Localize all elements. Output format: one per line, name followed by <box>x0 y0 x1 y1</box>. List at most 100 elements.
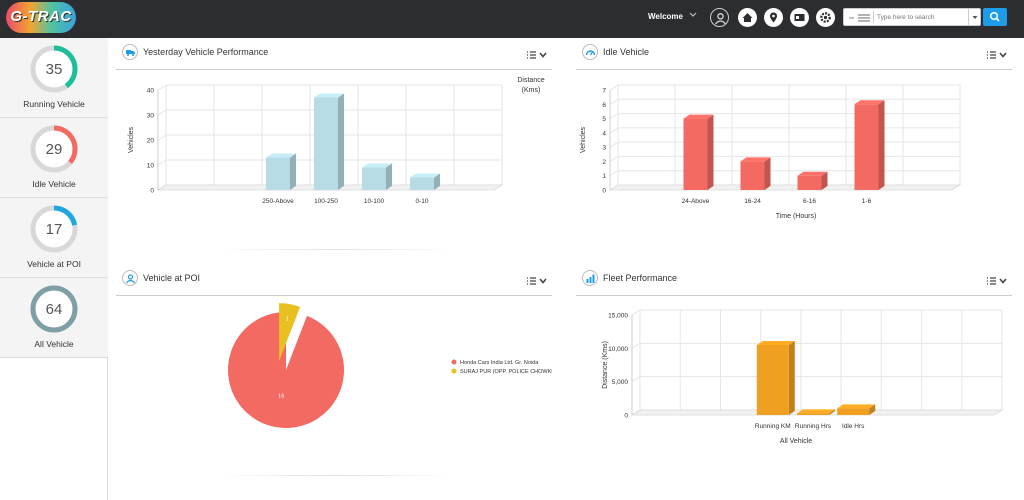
x-tick-label: 1-6 <box>862 198 872 205</box>
grid-line <box>631 342 641 349</box>
stat-vehicle-at-poi[interactable]: 17 Vehicle at POI <box>0 198 108 278</box>
stat-running-vehicle[interactable]: 35 Running Vehicle <box>0 38 108 118</box>
card-icon[interactable] <box>790 8 809 27</box>
bar <box>854 104 879 190</box>
bar-side <box>829 409 835 415</box>
all-vehicle-label: All Vehicle <box>34 339 74 349</box>
y-tick-label: 0 <box>624 413 628 420</box>
fleet-performance-chart: 0 5,000 10,000 15,000 Running KM Running Hrs I… <box>602 309 1004 445</box>
sidebar: 35 Running Vehicle 29 Idle Vehicle 17 Ve… <box>0 38 108 500</box>
panel-title: Fleet Performance <box>603 273 678 283</box>
panel-header: Fleet Performance <box>576 264 1012 296</box>
bar-chart-icon <box>582 270 598 286</box>
legend-marker <box>451 359 457 365</box>
grid-line <box>609 113 619 119</box>
search-dropdown-caret-icon[interactable] <box>968 9 980 25</box>
welcome-label[interactable]: Welcome <box>648 12 683 21</box>
y-tick-label: 4 <box>602 130 606 137</box>
bar-top <box>740 157 771 162</box>
panel-menu-icon[interactable] <box>986 50 1008 60</box>
search-icon <box>989 11 1000 22</box>
stat-idle-vehicle[interactable]: 29 Idle Vehicle <box>0 118 108 198</box>
y-tick-label: 30 <box>147 113 155 120</box>
y-tick-label: 20 <box>147 138 155 145</box>
bar <box>740 161 765 190</box>
panel-menu-icon[interactable] <box>986 276 1008 286</box>
stat-all-vehicle[interactable]: 64 All Vehicle <box>0 278 108 358</box>
y-tick-label: 40 <box>147 88 155 95</box>
x-tick-label: Idle Hrs <box>842 423 865 430</box>
grid-line <box>609 84 619 91</box>
settings-icon[interactable] <box>816 8 835 27</box>
pie-slice <box>279 303 301 362</box>
search-button[interactable] <box>983 8 1007 26</box>
bar <box>797 413 829 415</box>
x-axis-label: Time (Hours) <box>776 213 817 220</box>
search-input[interactable] <box>877 10 967 24</box>
bar-top <box>837 404 876 409</box>
panel-header: Idle Vehicle <box>576 38 1012 70</box>
grid-line <box>157 159 167 166</box>
chevron-down-icon[interactable] <box>689 10 697 20</box>
grid-line <box>157 134 167 141</box>
x-tick-label: 100-250 <box>314 198 338 205</box>
home-icon[interactable] <box>738 8 757 27</box>
bar-side <box>869 404 876 415</box>
bar-top <box>362 163 392 168</box>
y-tick-label: 5 <box>602 116 606 123</box>
panel-menu-icon[interactable] <box>526 50 548 60</box>
panel-title: Vehicle at POI <box>143 273 201 283</box>
bar-top <box>683 114 714 119</box>
idle-vehicle-gauge <box>30 125 78 173</box>
search-box <box>843 8 981 26</box>
pie-slice <box>227 312 344 428</box>
panel-title: Yesterday Vehicle Performance <box>143 47 269 57</box>
panel-divider <box>216 249 456 250</box>
panel-fleet-performance: Fleet Performance 0 5,000 10,000 15,000 Runn… <box>576 264 1012 474</box>
bar-side <box>707 114 714 190</box>
speedometer-icon <box>582 44 598 60</box>
search-menu-icon[interactable] <box>846 11 874 23</box>
idle-vehicle-count: 29 <box>45 141 63 158</box>
grid-line <box>631 376 641 383</box>
y-tick-label: 2 <box>602 159 606 166</box>
gtrac-logo[interactable]: G-TRAC <box>6 2 76 33</box>
grid-line <box>609 156 619 162</box>
pie-slice-label: 16 <box>278 394 284 400</box>
bar <box>362 167 386 190</box>
legend-label: Distance <box>517 77 544 84</box>
truck-icon <box>122 44 138 60</box>
legend-label: SURAJ PUR (OPP. POLICE CHOWKI) <box>460 369 552 375</box>
x-tick-label: Running Hrs <box>795 423 832 430</box>
x-tick-label: 16-24 <box>744 198 761 205</box>
panel-title: Idle Vehicle <box>603 47 650 57</box>
running-vehicle-gauge <box>30 45 78 93</box>
y-tick-label: 15,000 <box>608 313 628 320</box>
user-icon[interactable] <box>710 8 729 27</box>
legend-label-unit: (Kms) <box>522 87 541 94</box>
bar <box>683 118 708 190</box>
y-tick-label: 3 <box>602 145 606 152</box>
bar <box>837 408 870 415</box>
vehicle-at-poi-count: 17 <box>45 221 63 238</box>
grid-line <box>157 109 167 116</box>
x-axis-label: All Vehicle <box>780 438 812 445</box>
bar <box>797 175 822 190</box>
y-tick-label: 10 <box>147 163 155 170</box>
bar-side <box>338 93 344 190</box>
bar <box>266 157 290 190</box>
legend-marker <box>451 368 457 374</box>
bar-top <box>314 93 344 98</box>
chart-floor <box>608 184 962 191</box>
location-pin-icon[interactable] <box>764 8 783 27</box>
bar <box>756 345 789 415</box>
all-vehicle-count: 64 <box>45 301 63 318</box>
vehicle-at-poi-chart: 16 1 Honda Cars India Ltd. Gr. Noida SURAJ … <box>227 303 552 428</box>
bar <box>314 97 338 190</box>
panel-idle-vehicle: Idle Vehicle 0 1 2 3 4 5 6 7 24-Above 16-24 6-16 1-… <box>576 38 1012 248</box>
bar-side <box>386 163 392 190</box>
panel-header: Yesterday Vehicle Performance <box>116 38 552 70</box>
panel-menu-icon[interactable] <box>526 276 548 286</box>
bar <box>410 177 434 190</box>
location-user-icon <box>122 270 138 286</box>
